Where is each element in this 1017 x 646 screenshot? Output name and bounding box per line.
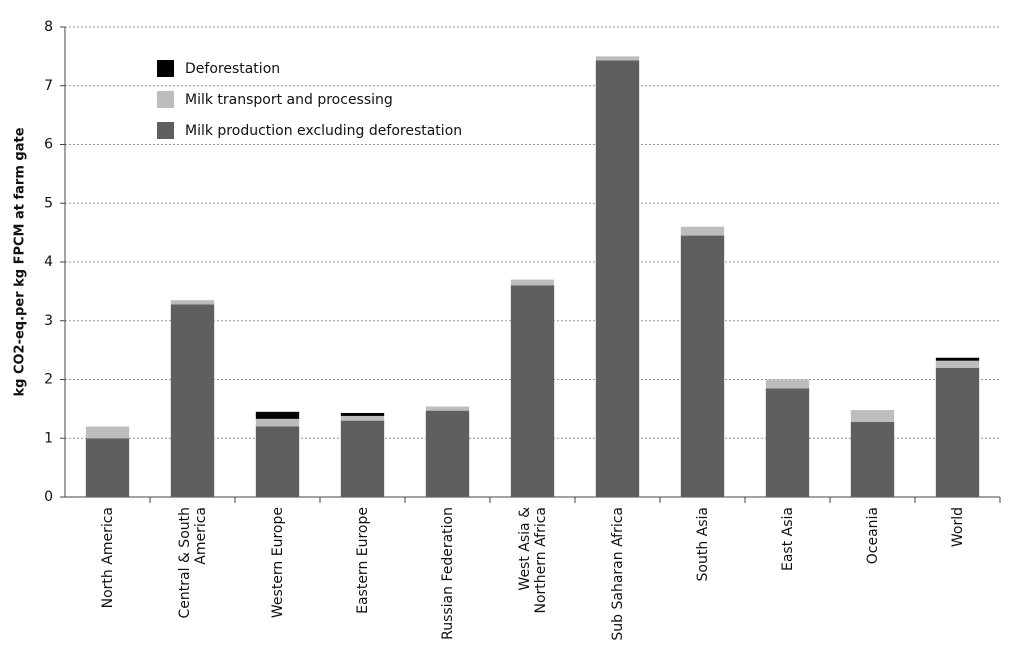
bar-segment: [850, 421, 895, 497]
x-tick-label: Central & South America: [176, 507, 209, 619]
x-tick-label: South Asia: [694, 507, 711, 582]
bar-segment: [765, 379, 810, 389]
y-tick-label: 4: [44, 254, 53, 270]
bar-segment: [595, 56, 640, 61]
x-tick-label: Russian Federation: [439, 507, 456, 640]
legend-label: Milk production excluding deforestation: [185, 123, 462, 139]
bar-segment: [425, 410, 470, 497]
bar-segment: [850, 410, 895, 422]
bar-segment: [935, 360, 980, 368]
y-tick-label: 8: [44, 19, 53, 35]
bar-segment: [340, 420, 385, 497]
x-tick-label: World: [949, 507, 966, 548]
bar-segment: [935, 357, 980, 361]
y-tick-label: 3: [44, 313, 53, 329]
x-tick-label: Sub Saharan Africa: [609, 507, 626, 641]
legend-swatch: [157, 60, 174, 77]
bar-segment: [510, 285, 555, 497]
bar-segment: [340, 412, 385, 416]
bar-segment: [765, 388, 810, 497]
y-axis-label: kg CO2-eq.per kg FPCM at farm gate: [13, 127, 28, 396]
bar-segment: [340, 415, 385, 421]
bar-segment: [255, 411, 300, 419]
y-tick-label: 5: [44, 195, 53, 211]
legend-label: Milk transport and processing: [185, 92, 393, 108]
x-tick-label: North America: [99, 507, 116, 609]
x-tick-label: East Asia: [779, 507, 796, 571]
y-tick-label: 6: [44, 137, 53, 153]
bar-segment: [595, 60, 640, 498]
bar-segment: [255, 418, 300, 427]
bar-segment: [425, 406, 470, 411]
x-tick-label: Eastern Europe: [354, 507, 371, 614]
x-tick-label: Western Europe: [269, 507, 286, 619]
bar-segment: [85, 438, 130, 497]
x-tick-label: West Asia & Northern Africa: [516, 507, 549, 614]
bar-segment: [85, 426, 130, 439]
legend-swatch: [157, 91, 174, 108]
y-tick-label: 0: [44, 489, 53, 505]
bar-segment: [170, 300, 215, 305]
bar-segment: [510, 279, 555, 286]
legend-label: Deforestation: [185, 61, 280, 77]
bar-segment: [170, 304, 215, 497]
y-tick-label: 7: [44, 78, 53, 94]
x-tick-label: Oceania: [864, 507, 881, 565]
legend-swatch: [157, 122, 174, 139]
bar-segment: [680, 226, 725, 236]
bar-segment: [935, 367, 980, 497]
y-tick-label: 1: [44, 430, 53, 446]
y-tick-label: 2: [44, 372, 53, 388]
bar-segment: [680, 235, 725, 497]
bar-segment: [255, 426, 300, 497]
